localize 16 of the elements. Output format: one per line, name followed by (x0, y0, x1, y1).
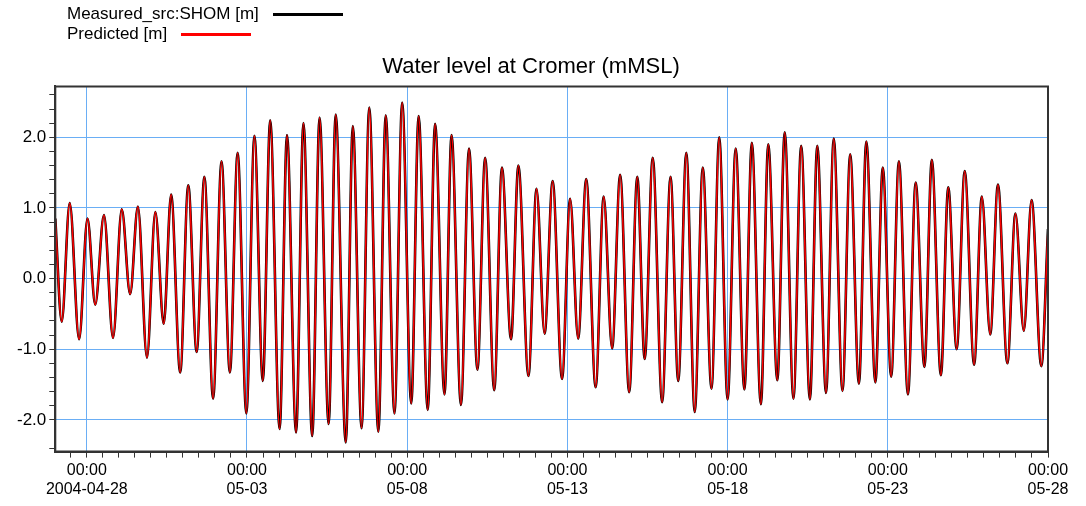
y-tick-label: 2.0 (22, 126, 47, 146)
x-tick-label: 00:00 05-23 (867, 460, 909, 497)
y-tick-label: -1.0 (17, 338, 47, 358)
legend-label: Measured_src:SHOM [m] (67, 4, 259, 24)
x-tick-label: 00:00 2004-04-28 (45, 460, 128, 497)
x-tick-label: 00:00 05-03 (226, 460, 268, 497)
y-tick-label: 1.0 (22, 197, 47, 217)
x-tick-label: 00:00 05-13 (546, 460, 588, 497)
line-series (55, 101, 1048, 444)
y-tick-label: -2.0 (17, 409, 47, 429)
x-tick-label: 00:00 05-28 (1027, 460, 1069, 497)
x-tick-label: 00:00 05-18 (707, 460, 749, 497)
y-tick-label: 0.0 (22, 268, 47, 288)
x-tick-label: 00:00 05-08 (386, 460, 428, 497)
legend-label: Predicted [m] (67, 24, 168, 44)
chart-title: Water level at Cromer (mMSL) (382, 53, 680, 79)
